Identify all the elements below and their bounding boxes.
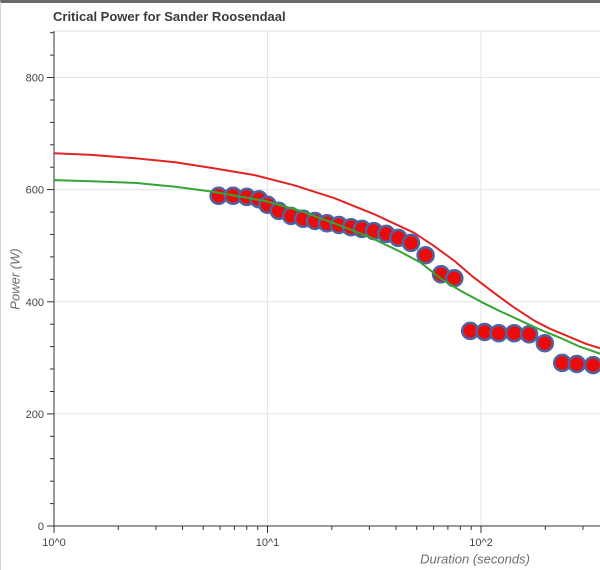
data-point[interactable] [504,323,524,343]
data-point[interactable] [535,333,555,353]
plot-area: 0 200 400 600 800 10^0 10^1 10^2 [26,30,600,549]
data-point[interactable] [583,355,600,375]
data-point[interactable] [519,325,539,344]
x-tick-label: 10^2 [469,537,493,549]
x-axis-title: Duration (seconds) [420,551,530,567]
cp-model-curve-green [53,179,600,355]
y-tick-label: 600 [26,185,44,197]
x-tick-label: 10^1 [256,537,280,549]
data-point[interactable] [416,245,435,265]
data-point[interactable] [401,233,421,253]
cp-model-curve-red [53,152,600,350]
y-tick-label: 800 [26,73,44,85]
y-tick-label: 200 [26,409,44,421]
chart-title: Critical Power for Sander Roosendaal [53,9,286,24]
y-tick-label: 0 [38,521,44,533]
data-point[interactable] [567,354,587,374]
data-point[interactable] [489,323,508,343]
y-tick-label: 400 [26,297,44,309]
x-tick-label: 10^0 [42,537,66,549]
